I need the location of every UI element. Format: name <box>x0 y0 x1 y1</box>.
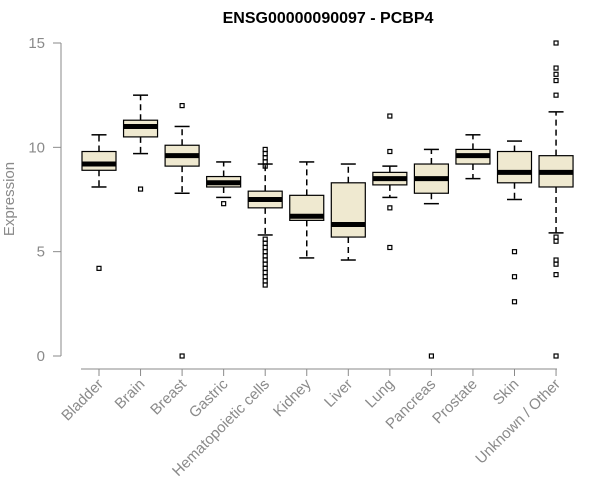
outlier-point <box>553 353 559 359</box>
y-tick-label: 10 <box>28 139 45 156</box>
outlier-point <box>262 274 268 280</box>
x-tick-label: Skin <box>490 376 523 409</box>
outlier-point <box>387 205 393 211</box>
box-kidney <box>289 161 325 259</box>
iqr-box <box>330 182 366 238</box>
outlier-point <box>553 65 559 71</box>
outlier-point <box>553 272 559 278</box>
outlier-point <box>262 236 268 242</box>
outlier-point <box>553 77 559 84</box>
outlier-point <box>511 274 518 280</box>
outlier-point <box>511 299 518 305</box>
y-axis-label: Expression <box>1 162 18 236</box>
outlier-point <box>553 234 559 240</box>
outlier-point <box>221 201 227 207</box>
box-hematopoietic-cells <box>247 146 283 288</box>
outlier-point <box>262 265 268 271</box>
x-tick-label: Bladder <box>58 376 107 425</box>
outlier-point <box>262 244 268 251</box>
box-liver <box>330 163 366 261</box>
box-gastric <box>206 161 242 207</box>
outlier-point <box>262 146 268 153</box>
outlier-point <box>262 282 268 288</box>
outlier-point <box>262 163 268 169</box>
outlier-point <box>553 238 559 244</box>
outlier-point <box>387 244 393 251</box>
outlier-point <box>553 40 559 46</box>
y-tick-label: 0 <box>37 348 45 365</box>
outlier-point <box>262 261 268 267</box>
outlier-point <box>387 113 393 119</box>
outlier-point <box>137 186 144 192</box>
outlier-point <box>553 92 559 98</box>
outlier-point <box>387 148 393 155</box>
outlier-point <box>262 278 268 284</box>
outlier-point <box>179 102 185 109</box>
box-lung <box>372 113 408 251</box>
x-tick-label: Prostate <box>429 376 481 428</box>
iqr-box <box>496 150 533 184</box>
box-bladder <box>81 134 117 271</box>
outlier-point <box>553 71 559 77</box>
outlier-point <box>262 150 268 157</box>
outlier-point <box>262 257 268 263</box>
outlier-point <box>511 249 518 255</box>
outlier-point <box>262 240 268 246</box>
outlier-point <box>96 265 102 271</box>
outlier-point <box>262 249 268 255</box>
box-pancreas <box>413 148 449 359</box>
box-skin <box>496 140 533 305</box>
y-tick-label: 15 <box>28 35 45 52</box>
box-prostate <box>455 134 491 180</box>
outlier-point <box>262 253 268 259</box>
outlier-point <box>179 353 185 359</box>
outlier-point <box>262 269 268 276</box>
box-breast <box>164 102 200 359</box>
outlier-point <box>262 155 268 161</box>
iqr-box <box>81 150 117 171</box>
box-brain <box>122 94 159 192</box>
outlier-point <box>553 261 559 267</box>
x-tick-label: Kidney <box>270 375 315 420</box>
x-tick-label: Liver <box>321 376 356 411</box>
outlier-point <box>428 353 434 359</box>
y-tick-label: 5 <box>37 244 45 261</box>
x-tick-label: Lung <box>362 376 398 412</box>
chart-title: ENSG00000090097 - PCBP4 <box>223 10 434 27</box>
box-unknown-other <box>538 40 574 359</box>
x-tick-label: Breast <box>147 375 190 418</box>
outlier-point <box>553 257 559 263</box>
x-tick-label: Brain <box>112 376 149 413</box>
